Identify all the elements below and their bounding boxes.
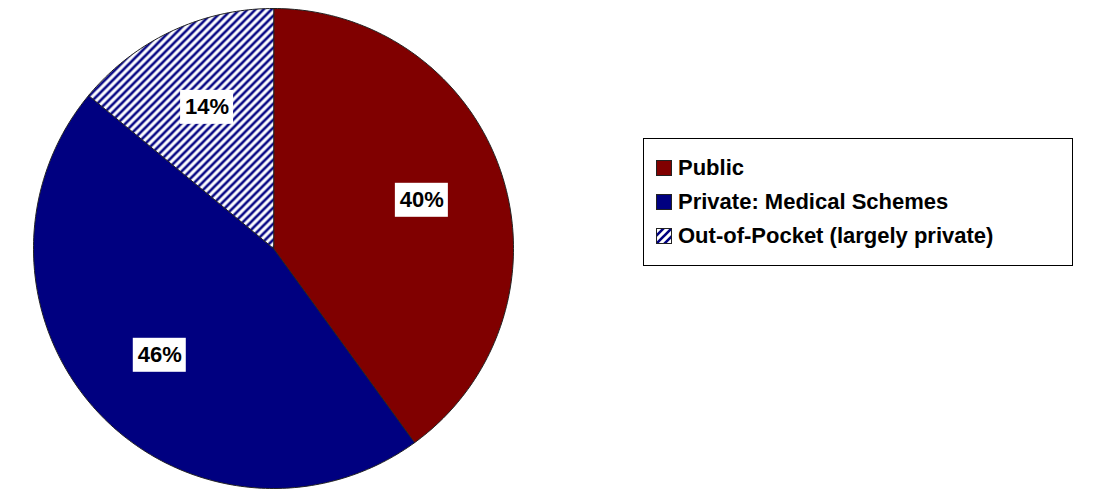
svg-text:46%: 46% <box>138 342 182 367</box>
svg-text:40%: 40% <box>400 187 444 212</box>
svg-text:14%: 14% <box>185 94 229 119</box>
html-text:Private: Medical Schemes: Private: Medical Schemes <box>678 189 949 214</box>
html-text:Out-of-Pocket (largely private: Out-of-Pocket (largely private) <box>678 223 994 248</box>
html-text:Public: Public <box>678 155 744 180</box>
